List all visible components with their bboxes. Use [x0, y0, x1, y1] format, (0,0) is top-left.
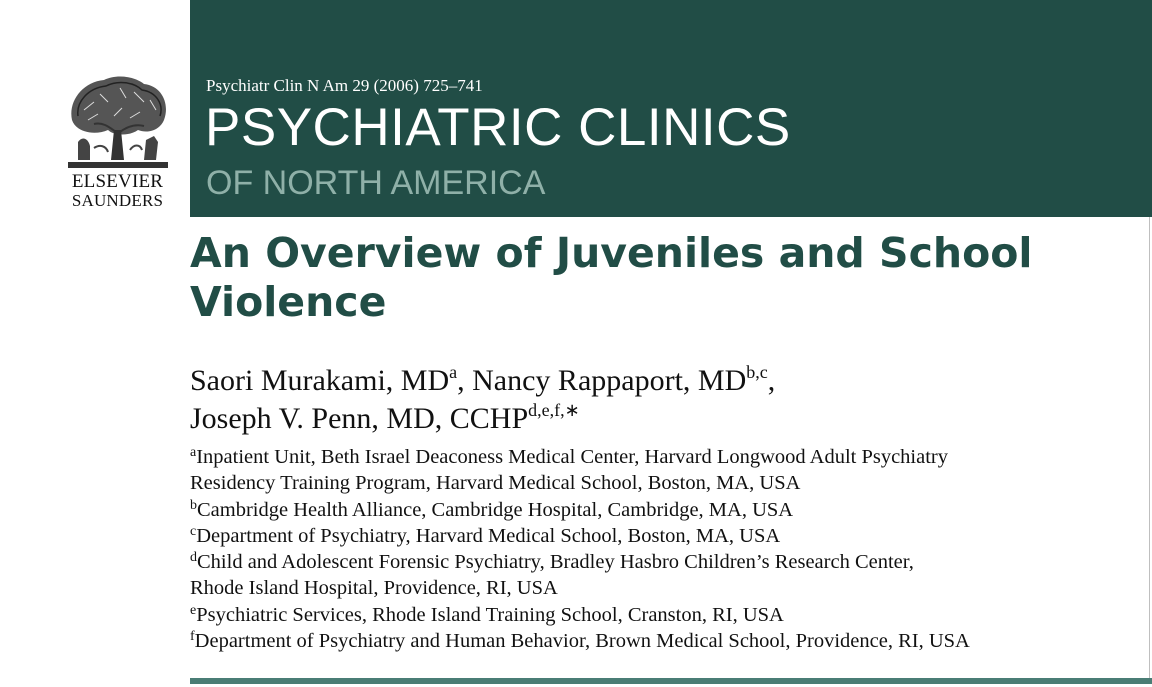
author-list: Saori Murakami, MDa, Nancy Rappaport, MD…: [190, 362, 1140, 438]
article-title: An Overview of Juveniles and School Viol…: [190, 229, 1033, 326]
author-affiliation-mark: a: [449, 362, 458, 382]
author-name: Saori Murakami, MD: [190, 364, 450, 397]
affiliation-mark: c: [190, 523, 197, 539]
publisher-name: ELSEVIER: [71, 171, 164, 192]
affiliation-text: Child and Adolescent Forensic Psychiatry…: [197, 551, 914, 574]
affiliation-line: cDepartment of Psychiatry, Harvard Medic…: [190, 523, 1140, 549]
affiliation-mark: d: [190, 550, 197, 566]
affiliation-line: dChild and Adolescent Forensic Psychiatr…: [190, 549, 1140, 575]
author-affiliation-mark: b,c: [746, 362, 768, 382]
page-edge-rule: [1149, 217, 1150, 682]
affiliation-mark: b: [190, 497, 197, 513]
affiliation-text: Cambridge Health Alliance, Cambridge Hos…: [197, 498, 794, 521]
affiliation-line: aInpatient Unit, Beth Israel Deaconess M…: [190, 444, 1140, 470]
affiliation-line: fDepartment of Psychiatry and Human Beha…: [190, 628, 1140, 654]
author-name: Joseph V. Penn, MD, CCHP: [190, 402, 529, 435]
affiliation-text: Psychiatric Services, Rhode Island Train…: [196, 603, 784, 626]
journal-subtitle: OF NORTH AMERICA: [206, 164, 546, 202]
journal-reference: Psychiatr Clin N Am 29 (2006) 725–741: [206, 76, 483, 95]
affiliation-line: Residency Training Program, Harvard Medi…: [190, 470, 1140, 496]
affiliation-text: Inpatient Unit, Beth Israel Deaconess Me…: [196, 446, 949, 468]
affiliation-text: Department of Psychiatry, Harvard Medica…: [196, 524, 781, 547]
bottom-rule: [190, 678, 1152, 684]
affiliation-text: Rhode Island Hospital, Providence, RI, U…: [190, 577, 558, 600]
affiliation-line: bCambridge Health Alliance, Cambridge Ho…: [190, 497, 1140, 523]
journal-title: PSYCHIATRIC CLINICS: [205, 98, 791, 157]
elsevier-logo: ELSEVIER SAUNDERS: [55, 72, 180, 210]
author-affiliation-mark: d,e,f,∗: [528, 400, 580, 420]
affiliation-text: Department of Psychiatry and Human Behav…: [194, 630, 970, 653]
corresponding-author-mark: ∗: [564, 400, 580, 420]
affiliation-line: ePsychiatric Services, Rhode Island Trai…: [190, 602, 1140, 628]
affiliation-line: Rhode Island Hospital, Providence, RI, U…: [190, 575, 1140, 601]
affiliation-list: aInpatient Unit, Beth Israel Deaconess M…: [190, 444, 1140, 654]
journal-banner: Psychiatr Clin N Am 29 (2006) 725–741 PS…: [190, 0, 1152, 217]
publisher-imprint: SAUNDERS: [71, 191, 164, 210]
author-name: Nancy Rappaport, MD: [472, 364, 747, 397]
author-separator: ,: [457, 364, 473, 397]
author-separator: ,: [767, 364, 776, 397]
elsevier-tree-icon: [67, 76, 168, 168]
affiliation-mark: e: [190, 602, 197, 618]
affiliation-mark: a: [190, 445, 197, 460]
affiliation-mark: f: [190, 629, 195, 645]
affiliation-text: Residency Training Program, Harvard Medi…: [190, 472, 801, 495]
